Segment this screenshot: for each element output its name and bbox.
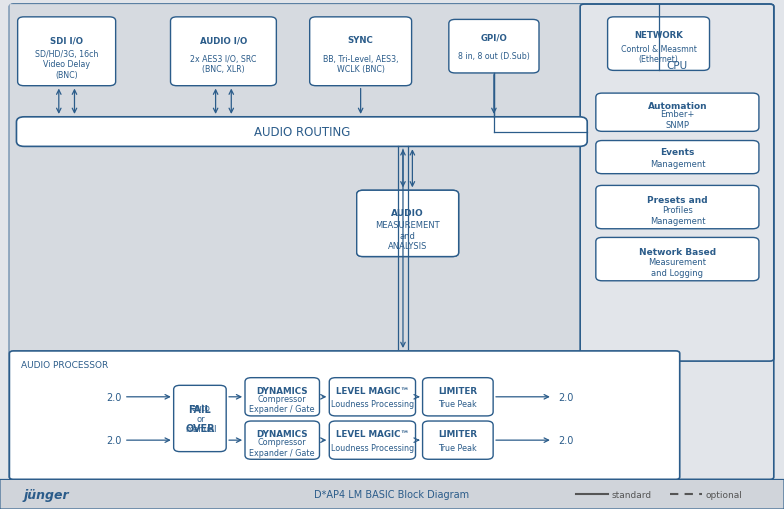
Text: MEASUREMENT
and
ANALYSIS: MEASUREMENT and ANALYSIS: [376, 221, 440, 251]
FancyBboxPatch shape: [245, 421, 319, 459]
FancyBboxPatch shape: [608, 18, 710, 71]
Text: LEVEL MAGIC™: LEVEL MAGIC™: [336, 429, 409, 438]
Text: SD/HD/3G, 16ch
Video Delay
(BNC): SD/HD/3G, 16ch Video Delay (BNC): [35, 50, 98, 79]
Text: 2.0: 2.0: [106, 392, 122, 402]
Text: Control & Measmnt
(Ethernet): Control & Measmnt (Ethernet): [621, 44, 696, 64]
Text: 8 in, 8 out (D.Sub): 8 in, 8 out (D.Sub): [458, 52, 530, 61]
FancyBboxPatch shape: [16, 118, 587, 147]
Text: CPU: CPU: [667, 61, 688, 71]
FancyBboxPatch shape: [596, 238, 759, 281]
FancyBboxPatch shape: [596, 94, 759, 132]
Text: 2x AES3 I/O, SRC
(BNC, XLR): 2x AES3 I/O, SRC (BNC, XLR): [191, 55, 256, 74]
FancyBboxPatch shape: [596, 142, 759, 174]
Text: SDI I/O: SDI I/O: [50, 36, 83, 45]
Text: D*AP4 LM BASIC Block Diagram: D*AP4 LM BASIC Block Diagram: [314, 489, 470, 499]
Text: 2.0: 2.0: [558, 435, 574, 445]
FancyBboxPatch shape: [423, 378, 493, 416]
Text: AUDIO ROUTING: AUDIO ROUTING: [254, 126, 350, 139]
Text: LIMITER: LIMITER: [438, 429, 477, 438]
FancyBboxPatch shape: [310, 18, 412, 87]
Text: True Peak: True Peak: [438, 400, 477, 408]
Text: Automation: Automation: [648, 102, 707, 111]
FancyBboxPatch shape: [423, 421, 493, 459]
FancyBboxPatch shape: [9, 5, 774, 479]
Text: Presets and: Presets and: [647, 196, 708, 205]
Text: auto
or
manual: auto or manual: [185, 404, 216, 433]
FancyBboxPatch shape: [245, 378, 319, 416]
Text: 2.0: 2.0: [558, 392, 574, 402]
Text: jünger: jünger: [24, 488, 69, 501]
Text: Profiles
Management: Profiles Management: [650, 206, 705, 225]
Text: Loudness Processing: Loudness Processing: [331, 443, 414, 451]
FancyBboxPatch shape: [9, 5, 582, 361]
Text: AUDIO PROCESSOR: AUDIO PROCESSOR: [21, 360, 108, 370]
Text: LEVEL MAGIC™: LEVEL MAGIC™: [336, 386, 409, 395]
Text: DYNAMICS: DYNAMICS: [256, 429, 308, 438]
Text: LIMITER: LIMITER: [438, 386, 477, 395]
Text: Ember+
SNMP: Ember+ SNMP: [660, 110, 695, 130]
Text: Compressor
Expander / Gate: Compressor Expander / Gate: [249, 437, 315, 457]
Text: Compressor
Expander / Gate: Compressor Expander / Gate: [249, 394, 315, 414]
FancyBboxPatch shape: [9, 351, 680, 479]
Text: standard: standard: [612, 490, 652, 499]
FancyBboxPatch shape: [329, 378, 416, 416]
Text: Network Based: Network Based: [639, 248, 716, 257]
Text: 2.0: 2.0: [106, 435, 122, 445]
FancyBboxPatch shape: [170, 18, 276, 87]
FancyBboxPatch shape: [580, 5, 774, 361]
Text: NETWORK: NETWORK: [634, 31, 683, 40]
FancyBboxPatch shape: [448, 20, 539, 74]
Text: DYNAMICS: DYNAMICS: [256, 386, 308, 395]
FancyBboxPatch shape: [357, 191, 459, 257]
Text: AUDIO I/O: AUDIO I/O: [200, 36, 247, 45]
Text: Measurement
and Logging: Measurement and Logging: [648, 258, 706, 277]
FancyBboxPatch shape: [0, 479, 784, 509]
Text: AUDIO: AUDIO: [391, 208, 424, 217]
Text: Events: Events: [660, 148, 695, 157]
FancyBboxPatch shape: [18, 18, 116, 87]
Text: True Peak: True Peak: [438, 443, 477, 451]
FancyBboxPatch shape: [596, 186, 759, 229]
FancyBboxPatch shape: [174, 386, 226, 452]
Text: BB, Tri-Level, AES3,
WCLK (BNC): BB, Tri-Level, AES3, WCLK (BNC): [323, 55, 398, 74]
Text: optional: optional: [706, 490, 742, 499]
Text: SYNC: SYNC: [348, 36, 373, 45]
FancyBboxPatch shape: [329, 421, 416, 459]
Text: OVER: OVER: [185, 423, 215, 434]
FancyBboxPatch shape: [357, 191, 459, 257]
Text: FAIL: FAIL: [188, 404, 212, 414]
Text: Management: Management: [650, 159, 705, 168]
Text: GPI/O: GPI/O: [481, 34, 507, 42]
Text: Loudness Processing: Loudness Processing: [331, 400, 414, 408]
